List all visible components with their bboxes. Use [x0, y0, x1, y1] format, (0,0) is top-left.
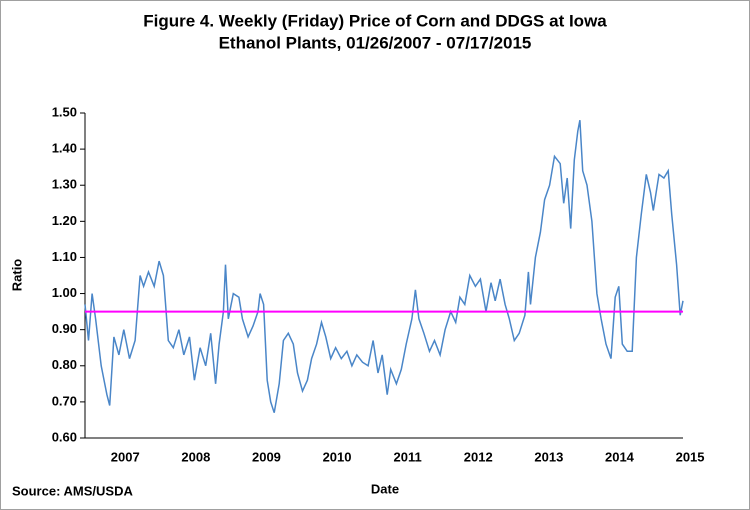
y-tick-label: 1.00	[52, 285, 77, 300]
y-tick-label: 0.60	[52, 429, 77, 444]
y-tick-label: 1.40	[52, 141, 77, 156]
x-tick-label: 2013	[534, 449, 563, 464]
x-tick-label: 2008	[181, 449, 210, 464]
y-tick-label: 1.30	[52, 177, 77, 192]
y-tick-label: 0.90	[52, 321, 77, 336]
chart-title: Ethanol Plants, 01/26/2007 - 07/17/2015	[219, 33, 532, 52]
y-tick-label: 0.70	[52, 393, 77, 408]
y-tick-label: 1.20	[52, 213, 77, 228]
x-tick-label: 2009	[252, 449, 281, 464]
y-tick-label: 1.50	[52, 104, 77, 119]
x-tick-label: 2010	[323, 449, 352, 464]
data-line	[84, 120, 684, 413]
x-tick-label: 2012	[464, 449, 493, 464]
x-tick-label: 2011	[394, 449, 422, 464]
y-tick-label: 1.10	[52, 249, 77, 264]
chart-title: Figure 4. Weekly (Friday) Price of Corn …	[143, 11, 607, 30]
x-tick-label: 2014	[605, 449, 635, 464]
x-tick-label: 2015	[676, 449, 705, 464]
source-note: Source: AMS/USDA	[12, 483, 133, 498]
y-tick-label: 0.80	[52, 357, 77, 372]
x-tick-label: 2007	[111, 449, 140, 464]
y-axis-label: Ratio	[9, 259, 24, 292]
x-axis-label: Date	[371, 481, 399, 496]
